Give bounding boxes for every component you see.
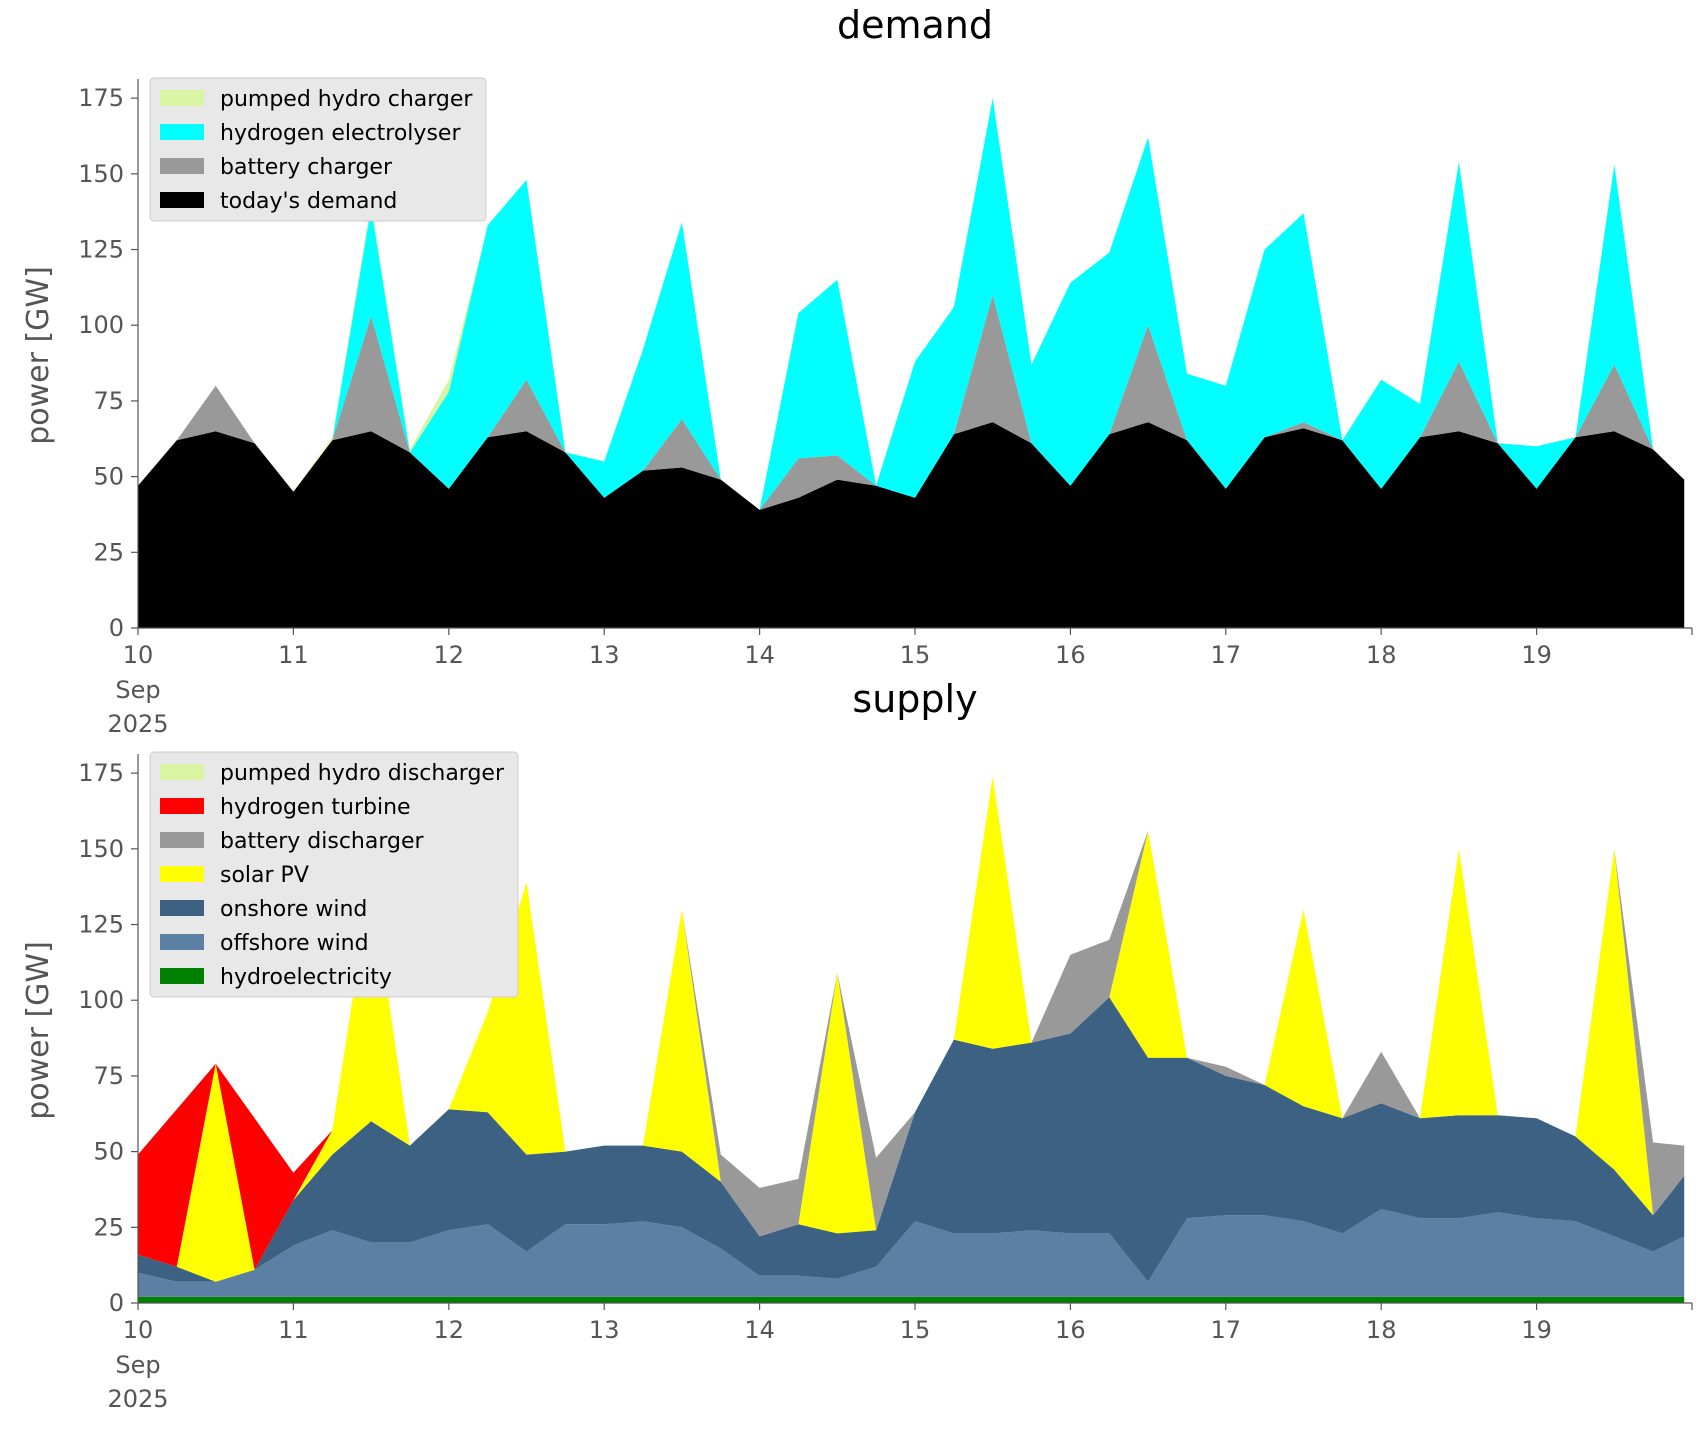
legend-entry-hydrogen-electrolyser: hydrogen electrolyser xyxy=(220,121,461,146)
y-tick-label: 25 xyxy=(93,1213,124,1241)
x-tick-label: 10 xyxy=(123,641,154,669)
y-tick-label: 100 xyxy=(78,986,124,1014)
y-tick-label: 125 xyxy=(78,911,124,939)
x-tick-label: 14 xyxy=(744,641,775,669)
legend-entry-battery-charger: battery charger xyxy=(220,155,393,180)
y-tick-label: 125 xyxy=(78,236,124,264)
y-tick-label: 175 xyxy=(78,759,124,787)
legend-entry-today-s-demand: today's demand xyxy=(220,189,397,214)
x-tick-sublabel: 2025 xyxy=(107,710,168,738)
legend-entry-hydrogen-turbine: hydrogen turbine xyxy=(220,795,411,820)
y-tick-label: 50 xyxy=(93,463,124,491)
area-today-s-demand xyxy=(138,422,1685,628)
y-axis-label: power [GW] xyxy=(21,266,56,445)
legend-entry-battery-discharger: battery discharger xyxy=(220,829,425,854)
x-tick-label: 11 xyxy=(278,1316,309,1344)
legend-swatch-battery-discharger xyxy=(160,832,204,848)
x-tick-label: 15 xyxy=(900,641,931,669)
y-tick-label: 175 xyxy=(78,84,124,112)
x-tick-label: 10 xyxy=(123,1316,154,1344)
y-tick-label: 75 xyxy=(93,1062,124,1090)
demand-chart-panel: demand power [GW] 0 25 50 75 100 125 150 175 10 11 1… xyxy=(21,3,1693,738)
legend-entry-pumped-hydro-charger: pumped hydro charger xyxy=(220,87,473,112)
y-tick-label: 150 xyxy=(78,835,124,863)
chart-title: demand xyxy=(837,3,993,47)
x-tick-label: 17 xyxy=(1211,641,1242,669)
stacked-areas xyxy=(138,776,1685,1303)
legend-entry-solar-pv: solar PV xyxy=(220,863,309,888)
y-tick-label: 50 xyxy=(93,1138,124,1166)
legend: pumped hydro charger hydrogen electrolyse… xyxy=(149,77,487,222)
x-tick-label: 18 xyxy=(1366,1316,1397,1344)
x-tick-label: 16 xyxy=(1055,641,1086,669)
x-tick-label: 19 xyxy=(1521,641,1552,669)
y-tick-label: 0 xyxy=(109,1289,124,1317)
x-tick-label: 13 xyxy=(589,641,620,669)
legend-swatch-offshore-wind xyxy=(160,934,204,950)
x-tick-label: 11 xyxy=(278,641,309,669)
x-tick-label: 19 xyxy=(1521,1316,1552,1344)
y-tick-label: 0 xyxy=(109,614,124,642)
legend: pumped hydro discharger hydrogen turbine b… xyxy=(149,751,519,998)
y-tick-label: 150 xyxy=(78,160,124,188)
y-tick-label: 75 xyxy=(93,387,124,415)
area-offshore-wind xyxy=(138,1209,1685,1297)
x-tick-label: 15 xyxy=(900,1316,931,1344)
legend-swatch-onshore-wind xyxy=(160,900,204,916)
y-tick-label: 100 xyxy=(78,311,124,339)
legend-swatch-pumped-hydro-charger xyxy=(160,90,204,106)
legend-entry-hydroelectricity: hydroelectricity xyxy=(220,965,392,990)
legend-box xyxy=(149,751,519,998)
legend-box xyxy=(149,77,487,222)
y-tick-label: 25 xyxy=(93,538,124,566)
legend-swatch-solar-pv xyxy=(160,866,204,882)
supply-chart-panel: supply power [GW] 0 25 50 75 100 125 150 175 10 11 1… xyxy=(21,677,1693,1413)
stacked-areas xyxy=(138,98,1685,628)
x-tick-sublabel: Sep xyxy=(115,676,160,704)
y-axis-label: power [GW] xyxy=(21,941,56,1120)
x-tick-label: 18 xyxy=(1366,641,1397,669)
legend-swatch-battery-charger xyxy=(160,158,204,174)
legend-swatch-hydroelectricity xyxy=(160,968,204,984)
x-tick-sublabel: Sep xyxy=(115,1351,160,1379)
legend-entry-offshore-wind: offshore wind xyxy=(220,931,369,956)
x-tick-label: 13 xyxy=(589,1316,620,1344)
area-hydrogen-electrolyser xyxy=(138,98,1685,510)
x-tick-label: 16 xyxy=(1055,1316,1086,1344)
legend-entry-onshore-wind: onshore wind xyxy=(220,897,367,922)
x-tick-sublabel: 2025 xyxy=(107,1385,168,1413)
legend-entry-pumped-hydro-discharger: pumped hydro discharger xyxy=(220,761,505,786)
x-tick-label: 17 xyxy=(1211,1316,1242,1344)
legend-swatch-today-s-demand xyxy=(160,192,204,208)
chart-title: supply xyxy=(852,677,977,721)
area-solar-pv xyxy=(138,776,1685,1282)
x-tick-label: 14 xyxy=(744,1316,775,1344)
legend-swatch-hydrogen-electrolyser xyxy=(160,124,204,140)
x-tick-label: 12 xyxy=(434,1316,465,1344)
legend-swatch-hydrogen-turbine xyxy=(160,798,204,814)
area-onshore-wind xyxy=(138,997,1685,1282)
area-hydroelectricity xyxy=(138,1296,1685,1303)
legend-swatch-pumped-hydro-discharger xyxy=(160,764,204,780)
x-tick-label: 12 xyxy=(434,641,465,669)
